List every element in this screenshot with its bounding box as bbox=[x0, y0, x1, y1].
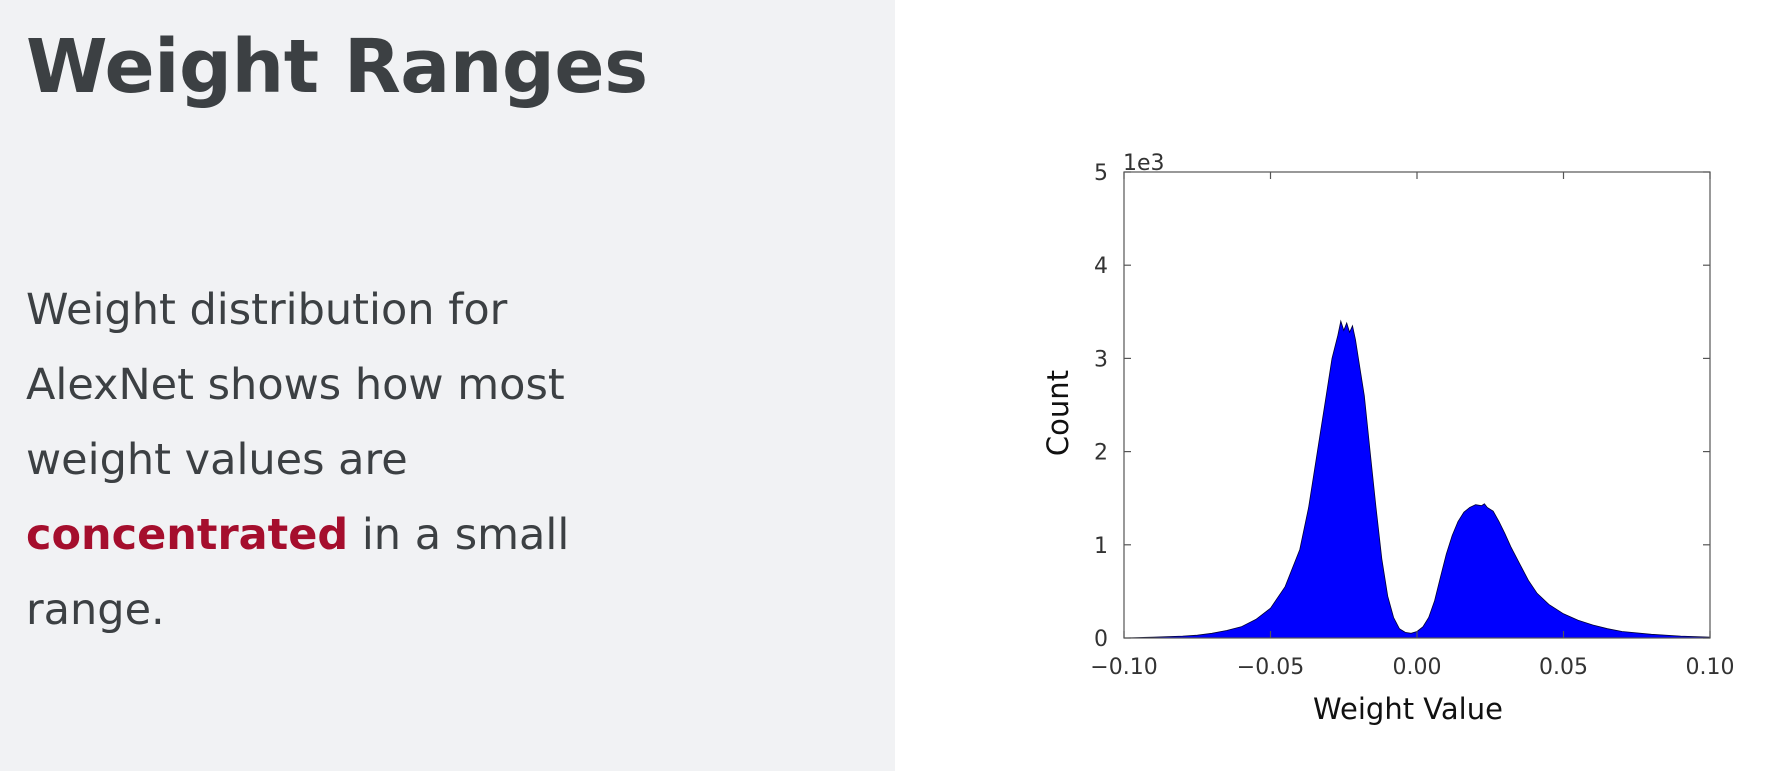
chart-panel: 0 1 2 3 4 5 −0.10 −0.05 0.00 0.05 0.10 1e3 Weight… bbox=[895, 0, 1788, 771]
highlighted-word: concentrated bbox=[26, 510, 349, 560]
weight-histogram-chart: 0 1 2 3 4 5 −0.10 −0.05 0.00 0.05 0.10 1e3 Weight… bbox=[1041, 151, 1734, 726]
y-axis-ticks: 0 1 2 3 4 5 bbox=[1094, 161, 1710, 652]
x-tick-label: 0.00 bbox=[1393, 655, 1442, 680]
y-tick-label: 0 bbox=[1094, 627, 1108, 652]
plot-frame bbox=[1123, 171, 1711, 639]
plot-area bbox=[1123, 171, 1711, 639]
text-panel: Weight Ranges Weight distribution for Al… bbox=[0, 0, 895, 771]
body-text-end: in a small range. bbox=[26, 510, 570, 635]
x-axis-ticks: −0.10 −0.05 0.00 0.05 0.10 bbox=[1090, 172, 1734, 680]
y-tick-label: 3 bbox=[1094, 347, 1108, 372]
y-tick-label: 4 bbox=[1094, 254, 1108, 279]
x-tick-label: −0.05 bbox=[1237, 655, 1304, 680]
body-text-start: Weight distribution for AlexNet shows ho… bbox=[26, 285, 565, 485]
x-tick-label: 0.05 bbox=[1539, 655, 1588, 680]
x-axis-title: Weight Value bbox=[1313, 692, 1503, 726]
x-tick-label: −0.10 bbox=[1090, 655, 1157, 680]
slide-title: Weight Ranges bbox=[26, 24, 648, 110]
y-axis-title: Count bbox=[1041, 370, 1075, 456]
slide-body-text: Weight distribution for AlexNet shows ho… bbox=[26, 273, 686, 648]
y-tick-label: 5 bbox=[1094, 161, 1108, 186]
y-axis-multiplier: 1e3 bbox=[1123, 151, 1165, 176]
x-tick-label: 0.10 bbox=[1686, 655, 1735, 680]
y-tick-label: 2 bbox=[1094, 441, 1108, 466]
y-tick-label: 1 bbox=[1094, 534, 1108, 559]
histogram-area bbox=[1123, 319, 1711, 639]
